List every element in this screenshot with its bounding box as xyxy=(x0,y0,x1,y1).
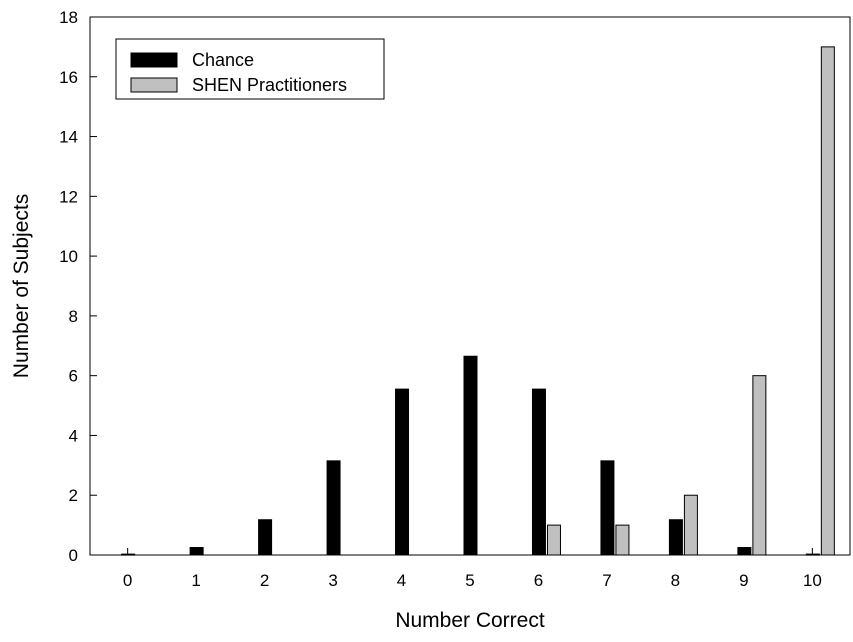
x-tick-label: 6 xyxy=(534,571,543,590)
x-tick-label: 7 xyxy=(602,571,611,590)
x-tick-label: 10 xyxy=(803,571,822,590)
x-tick-label: 9 xyxy=(739,571,748,590)
legend: Chance SHEN Practitioners xyxy=(115,38,385,100)
legend-swatch-shen-practitioners xyxy=(130,77,178,93)
y-tick-label: 18 xyxy=(59,8,78,27)
bar-chance xyxy=(395,388,410,556)
x-tick-label: 5 xyxy=(465,571,474,590)
x-axis-label: Number Correct xyxy=(395,609,545,632)
bar-chance xyxy=(326,460,341,556)
x-tick-label: 0 xyxy=(123,571,132,590)
x-axis-ticks: 0 1 2 3 4 5 6 7 8 9 10 xyxy=(123,548,822,590)
y-tick-label: 8 xyxy=(69,307,78,326)
x-tick-label: 8 xyxy=(671,571,680,590)
y-axis-label: Number of Subjects xyxy=(10,194,33,378)
bar-shen-practitioners xyxy=(820,46,835,556)
legend-swatch-chance xyxy=(130,52,178,68)
bar-shen-practitioners xyxy=(615,524,630,556)
bar-shen-practitioners xyxy=(683,494,698,556)
x-tick-label: 3 xyxy=(328,571,337,590)
bar-chance xyxy=(600,460,615,556)
y-tick-label: 0 xyxy=(69,546,78,565)
x-tick-label: 4 xyxy=(397,571,406,590)
x-tick-label: 1 xyxy=(191,571,200,590)
y-tick-label: 2 xyxy=(69,486,78,505)
legend-label-chance: Chance xyxy=(192,50,254,70)
y-tick-label: 6 xyxy=(69,367,78,386)
legend-label-shen-practitioners: SHEN Practitioners xyxy=(192,75,347,95)
y-tick-label: 12 xyxy=(59,187,78,206)
bar-shen-practitioners xyxy=(546,524,561,556)
bar-chance xyxy=(531,388,546,556)
y-tick-label: 4 xyxy=(69,426,78,445)
bar-shen-practitioners xyxy=(752,375,767,556)
bar-chance xyxy=(463,355,478,556)
x-tick-label: 2 xyxy=(260,571,269,590)
y-axis-ticks: 0 2 4 6 8 10 12 14 16 18 xyxy=(59,8,97,565)
y-tick-label: 14 xyxy=(59,128,78,147)
y-tick-label: 10 xyxy=(59,247,78,266)
y-tick-label: 16 xyxy=(59,68,78,87)
